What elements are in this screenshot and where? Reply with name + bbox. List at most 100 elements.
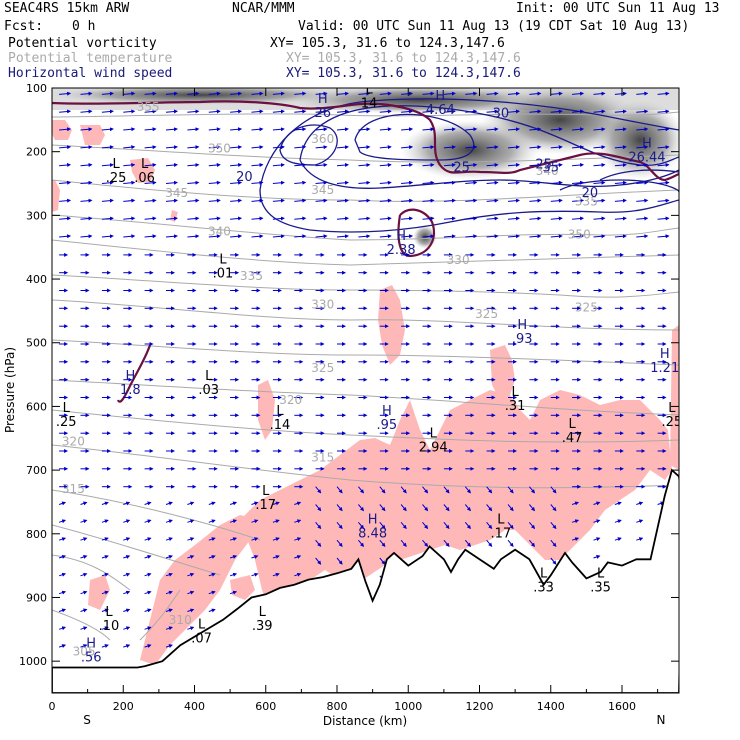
wind-vector	[593, 91, 606, 96]
wind-vector	[379, 557, 386, 565]
wind-vector	[550, 145, 563, 150]
wind-vector	[230, 216, 243, 221]
wind-vector	[294, 555, 302, 559]
wind-vector	[678, 93, 679, 95]
wind-vector	[443, 145, 456, 150]
wind-vector	[123, 590, 131, 595]
wind-vector	[315, 234, 328, 239]
wind-vector	[443, 486, 450, 494]
wind-speed-contours	[259, 98, 679, 233]
wind-vector	[507, 162, 520, 167]
wind-vector	[593, 519, 601, 524]
wind-vector	[123, 608, 131, 613]
wind-vector	[572, 145, 585, 150]
wind-vector	[529, 234, 542, 239]
wind-vector	[272, 91, 285, 96]
fcst-label: Fcst:	[4, 19, 44, 34]
wind-vector	[123, 572, 131, 577]
y-tick-label: 600	[26, 400, 47, 413]
wind-vector	[251, 198, 264, 203]
wind-vector	[465, 109, 478, 114]
wind-vector	[101, 572, 109, 577]
wind-vector	[165, 234, 178, 239]
wind-vector	[272, 145, 285, 150]
wind-vector	[251, 537, 259, 542]
pv-low-marker: L	[141, 157, 149, 172]
pv-value-label: .33	[533, 581, 554, 596]
endpoint-north: N	[657, 713, 666, 727]
wind-vector	[593, 162, 606, 167]
wind-vector	[251, 234, 264, 239]
x-tick-label: 1600	[608, 700, 636, 713]
wind-vector	[165, 145, 178, 150]
wind-vector	[58, 572, 67, 577]
theta-label: 315	[311, 450, 334, 464]
wind-vector	[572, 91, 585, 96]
wind-vector	[657, 127, 670, 132]
wind-vector	[401, 216, 414, 221]
wind-vector	[187, 234, 200, 239]
wind-vector	[572, 198, 585, 203]
wind-vector	[165, 644, 173, 648]
wind-vector	[336, 91, 349, 96]
wind-vector	[422, 486, 429, 494]
pv-low-marker: L	[668, 401, 676, 416]
wind-vector	[550, 162, 563, 167]
wind-vector	[593, 145, 606, 150]
wind-vector	[572, 162, 585, 167]
pv-value-label: 1.21	[650, 361, 679, 376]
wind-vector	[486, 91, 499, 96]
model-title: SEAC4RS 15km ARW	[4, 1, 130, 16]
wind-vector	[379, 145, 392, 150]
theta-label: 325	[311, 361, 334, 375]
wind-vector	[464, 486, 471, 494]
wind-label: 20	[582, 186, 599, 201]
wind-vector	[187, 608, 195, 613]
wind-vector	[636, 91, 649, 96]
wind-vector	[101, 180, 114, 185]
wind-vector	[165, 555, 173, 559]
wind-vector	[507, 198, 520, 203]
wind-vector	[465, 234, 478, 239]
x-tick-label: 400	[184, 700, 205, 713]
pv-low-marker: L	[113, 157, 121, 172]
pv-high-marker: H	[368, 512, 378, 527]
pv-low-marker: L	[569, 417, 577, 432]
wind-vector	[336, 145, 349, 150]
field-name-pv: Potential vorticity	[8, 36, 157, 51]
pv-high-marker: H	[435, 89, 445, 104]
wind-vector	[358, 521, 365, 530]
wind-vector	[636, 145, 649, 150]
wind-vector	[229, 537, 238, 542]
wind-vector	[507, 539, 514, 547]
wind-vector	[144, 555, 152, 559]
wind-vector	[208, 519, 216, 524]
wind-vector	[614, 91, 627, 96]
wind-vector	[400, 521, 407, 530]
wind-vector	[422, 216, 435, 221]
wind-vector	[144, 608, 152, 613]
theta-label: 310	[169, 613, 192, 627]
pv-value-label: .03	[198, 383, 219, 398]
wind-vector	[80, 572, 88, 577]
wind-vector	[80, 537, 88, 542]
pv-value-label: 8.48	[358, 526, 387, 541]
wind-vector	[529, 521, 536, 530]
wind-vector	[465, 145, 478, 150]
wind-vector	[315, 521, 322, 530]
wind-vector	[165, 162, 178, 167]
wind-vector	[294, 91, 307, 96]
wind-vector	[507, 234, 520, 239]
pv-low-marker: L	[259, 605, 267, 620]
wind-vector	[80, 590, 88, 595]
wind-vector	[636, 162, 649, 167]
wind-vector	[379, 162, 392, 167]
wind-vector	[59, 127, 72, 132]
y-tick-label: 100	[26, 82, 47, 95]
wind-vector	[401, 162, 414, 167]
wind-vector	[294, 198, 307, 203]
wind-vector	[144, 501, 152, 506]
wind-vector	[165, 216, 178, 221]
pv-value-label: .56	[81, 651, 102, 666]
wind-vector	[230, 145, 243, 150]
